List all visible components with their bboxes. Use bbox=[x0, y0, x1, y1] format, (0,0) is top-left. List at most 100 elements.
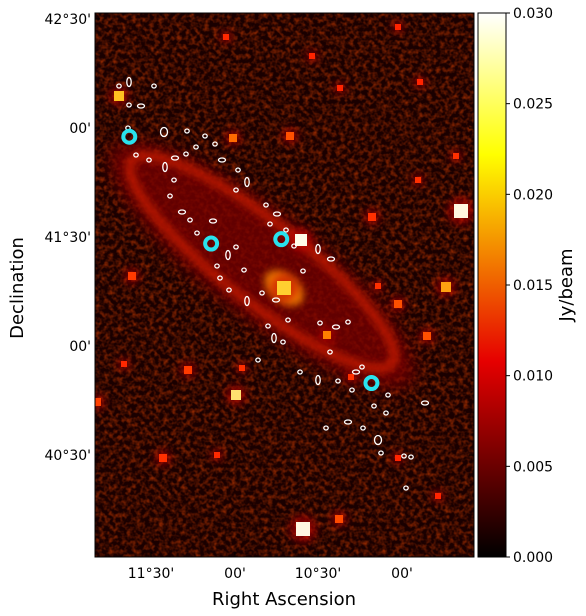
contour-loop bbox=[233, 187, 239, 193]
contour-loop bbox=[345, 319, 351, 325]
colorbar-tick-label: 0.025 bbox=[513, 97, 553, 113]
source-core bbox=[223, 34, 229, 40]
x-tick-label: 00' bbox=[224, 566, 246, 582]
contour-loop bbox=[217, 275, 223, 281]
source-core bbox=[337, 85, 343, 91]
contour-loop bbox=[159, 126, 169, 138]
source-core bbox=[114, 91, 124, 101]
x-axis: 11°30' 00' 10°30' 00' bbox=[128, 552, 413, 582]
contour-loop bbox=[208, 218, 218, 224]
contour-loop bbox=[327, 349, 333, 355]
contour-loop bbox=[167, 193, 173, 199]
contour-loop bbox=[408, 454, 414, 460]
contour-loop bbox=[420, 400, 430, 406]
cyan-marker bbox=[363, 375, 380, 392]
contour-loop bbox=[217, 157, 227, 163]
contour-loop bbox=[383, 410, 389, 416]
contour-loop bbox=[126, 76, 132, 88]
colorbar-tick-label: 0.020 bbox=[513, 187, 553, 203]
contour-loop bbox=[349, 387, 355, 393]
point-sources bbox=[95, 21, 474, 543]
source-core bbox=[323, 331, 331, 339]
source-core bbox=[128, 272, 136, 280]
y-axis-title: Declination bbox=[7, 237, 28, 339]
x-tick-label: 10°30' bbox=[295, 566, 341, 582]
source-core bbox=[121, 361, 127, 367]
contour-loop bbox=[272, 211, 282, 217]
contour-loop bbox=[177, 209, 187, 215]
contour-loop bbox=[315, 374, 321, 386]
contour-loop bbox=[184, 128, 190, 134]
source-core bbox=[441, 282, 451, 292]
contour-loop bbox=[317, 320, 323, 326]
contour-loop bbox=[187, 217, 193, 223]
y-axis: 42°30' 00' 41°30' 00' 40°30' bbox=[45, 12, 474, 464]
contour-loop bbox=[371, 403, 377, 409]
contour-loop bbox=[233, 244, 239, 250]
contour-loop bbox=[116, 83, 122, 89]
source-core bbox=[423, 332, 431, 340]
contours bbox=[116, 76, 430, 491]
contour-loop bbox=[378, 450, 384, 456]
source-core bbox=[231, 390, 241, 400]
contour-loop bbox=[351, 369, 361, 375]
x-tick-label: 00' bbox=[391, 566, 413, 582]
contour-loop bbox=[136, 103, 146, 109]
contour-loop bbox=[263, 202, 269, 208]
colorbar-tick-label: 0.005 bbox=[513, 459, 553, 475]
contour-loop bbox=[244, 295, 250, 307]
source-core bbox=[435, 493, 441, 499]
map-panel bbox=[78, 12, 475, 558]
contour-loop bbox=[280, 339, 286, 345]
contour-loop bbox=[146, 157, 152, 163]
contour-loop bbox=[373, 434, 383, 446]
galaxy-glow bbox=[108, 141, 416, 389]
contour-loop bbox=[259, 290, 265, 296]
y-tick-label: 42°30' bbox=[45, 12, 91, 28]
contour-loop bbox=[271, 332, 277, 344]
cyan-marker bbox=[203, 235, 220, 252]
contour-loop bbox=[265, 323, 271, 329]
colorbar-tick-label: 0.030 bbox=[513, 6, 553, 22]
source-core bbox=[229, 134, 237, 142]
contour-loop bbox=[283, 227, 289, 233]
contour-loop bbox=[225, 249, 231, 261]
contour-loop bbox=[162, 161, 168, 173]
colorbar-label: Jy/beam bbox=[556, 248, 577, 322]
contour-loop bbox=[202, 133, 208, 139]
contour-loop bbox=[385, 392, 391, 398]
contour-loop bbox=[300, 268, 306, 274]
cyan-marker bbox=[121, 128, 138, 145]
contour-loop bbox=[170, 155, 180, 161]
colorbar-gradient bbox=[477, 12, 507, 558]
contour-loop bbox=[193, 144, 199, 150]
contour-loop bbox=[212, 141, 218, 147]
x-axis-title: Right Ascension bbox=[212, 589, 356, 610]
source-core bbox=[375, 283, 381, 289]
cyan-markers bbox=[78, 57, 380, 392]
source-core bbox=[295, 234, 307, 246]
y-tick-label: 00' bbox=[69, 121, 91, 137]
source-core bbox=[395, 455, 401, 461]
source-core bbox=[286, 132, 294, 140]
contour-loop bbox=[267, 221, 273, 227]
source-core bbox=[184, 366, 192, 374]
contour-loop bbox=[360, 425, 366, 431]
cyan-marker bbox=[78, 57, 90, 69]
source-core bbox=[454, 204, 468, 218]
contour-loop bbox=[235, 167, 241, 173]
contour-loop bbox=[271, 297, 281, 303]
source-core bbox=[417, 79, 423, 85]
colorbar: 0.000 0.005 0.010 0.015 0.020 0.025 0.030 Jy/b… bbox=[477, 6, 577, 566]
source-core bbox=[95, 398, 101, 406]
source-core bbox=[159, 454, 167, 462]
source-core bbox=[335, 515, 343, 523]
contour-loop bbox=[403, 485, 409, 491]
contour-loop bbox=[401, 453, 407, 459]
contour-loop bbox=[126, 102, 132, 108]
source-core bbox=[239, 365, 245, 371]
cyan-marker bbox=[273, 231, 290, 248]
source-core bbox=[368, 213, 376, 221]
contour-loop bbox=[183, 151, 189, 157]
